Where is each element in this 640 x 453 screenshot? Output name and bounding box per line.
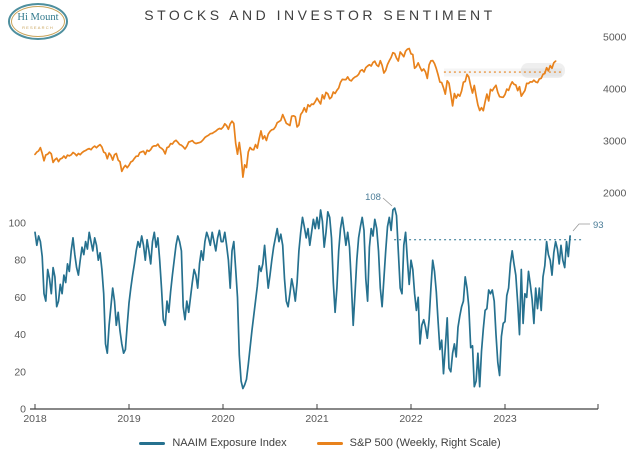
- chart-legend: NAAIM Exposure Index S&P 500 (Weekly, Ri…: [0, 437, 640, 449]
- right-axis-tick-label: 2000: [603, 188, 627, 200]
- logo-subtext: RESEARCH: [22, 25, 54, 30]
- legend-label-sp500: S&P 500 (Weekly, Right Scale): [349, 437, 501, 449]
- left-axis-tick-label: 60: [14, 292, 26, 304]
- right-axis-tick-label: 4000: [603, 84, 627, 96]
- legend-item-naaim: NAAIM Exposure Index: [139, 437, 287, 449]
- himount-logo: Hi Mount RESEARCH: [8, 3, 68, 40]
- naaim-line: [34, 207, 571, 390]
- legend-label-naaim: NAAIM Exposure Index: [172, 437, 287, 449]
- x-tick-label: 2021: [305, 413, 329, 425]
- callout-line-93: [572, 223, 590, 232]
- reference-lines: [394, 71, 582, 241]
- x-tick-label: 2023: [493, 413, 517, 425]
- sp500-line-swatch: [316, 441, 343, 445]
- logo-ring: [11, 6, 65, 37]
- x-tick-label: 2020: [211, 413, 235, 425]
- naaim-line-swatch: [139, 441, 166, 445]
- x-tick-label: 2018: [23, 413, 47, 425]
- left-axis-tick-label: 80: [14, 255, 26, 267]
- series-lines: [34, 47, 571, 390]
- right-axis-tick-label: 3000: [603, 136, 627, 148]
- left-axis-tick-label: 0: [20, 404, 26, 416]
- x-tick-label: 2022: [399, 413, 423, 425]
- left-axis-tick-label: 20: [14, 366, 26, 378]
- annotation-93: 93: [593, 220, 604, 231]
- chart-title: STOCKS AND INVESTOR SENTIMENT: [144, 7, 496, 23]
- axes: 2018 2019 2020 2021 2022 2023 100 80 60 40 20 0 5000…: [8, 32, 626, 426]
- left-axis-tick-label: 100: [8, 218, 26, 230]
- callout-line-108: [382, 197, 393, 207]
- highlight-bands: [444, 63, 565, 78]
- annotation-108: 108: [365, 192, 381, 203]
- legend-item-sp500: S&P 500 (Weekly, Right Scale): [316, 437, 501, 449]
- left-axis-tick-label: 40: [14, 329, 26, 341]
- annotations: 108 93: [365, 192, 604, 232]
- x-tick-label: 2019: [117, 413, 141, 425]
- sp500-line: [34, 47, 557, 178]
- logo-text: Hi Mount: [17, 12, 59, 23]
- right-axis-tick-label: 5000: [603, 32, 627, 44]
